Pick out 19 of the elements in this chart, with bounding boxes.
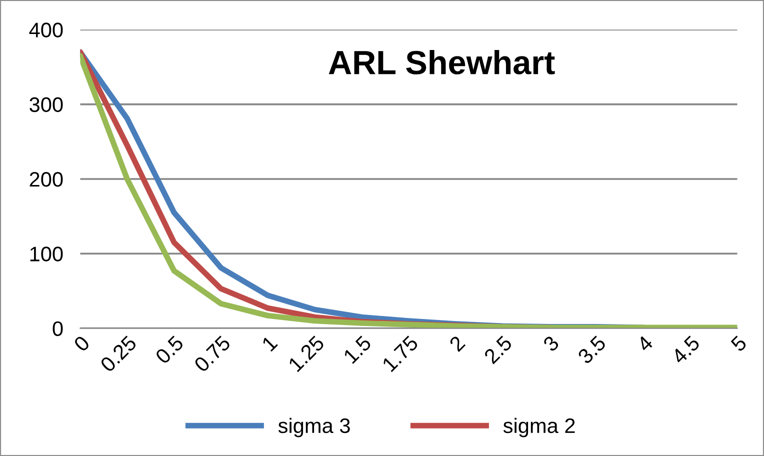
legend-label: sigma 2 <box>503 418 575 438</box>
x-tick-label: 0 <box>72 334 90 352</box>
legend-label: sigma 3 <box>278 418 350 438</box>
x-tick-label: 4.5 <box>670 335 701 365</box>
y-tick-label: 200 <box>30 172 63 187</box>
y-tick-label: 100 <box>30 246 63 262</box>
chart-title: ARL Shewhart <box>328 50 555 74</box>
y-tick-label: 400 <box>29 22 63 38</box>
y-tick-label: 300 <box>30 97 63 112</box>
x-tick-label: 2.5 <box>483 334 513 364</box>
x-tick-label: 0.5 <box>154 334 184 365</box>
x-tick-label: 1 <box>261 335 278 352</box>
x-tick-label: 4 <box>636 334 654 352</box>
x-tick-label: 3.5 <box>576 334 607 365</box>
x-tick-label: 5 <box>730 335 748 352</box>
x-tick-label: 3 <box>542 334 560 352</box>
x-tick-label: 2 <box>448 335 466 352</box>
y-tick-label: 0 <box>52 321 63 336</box>
x-tick-label: 1.5 <box>342 335 372 364</box>
